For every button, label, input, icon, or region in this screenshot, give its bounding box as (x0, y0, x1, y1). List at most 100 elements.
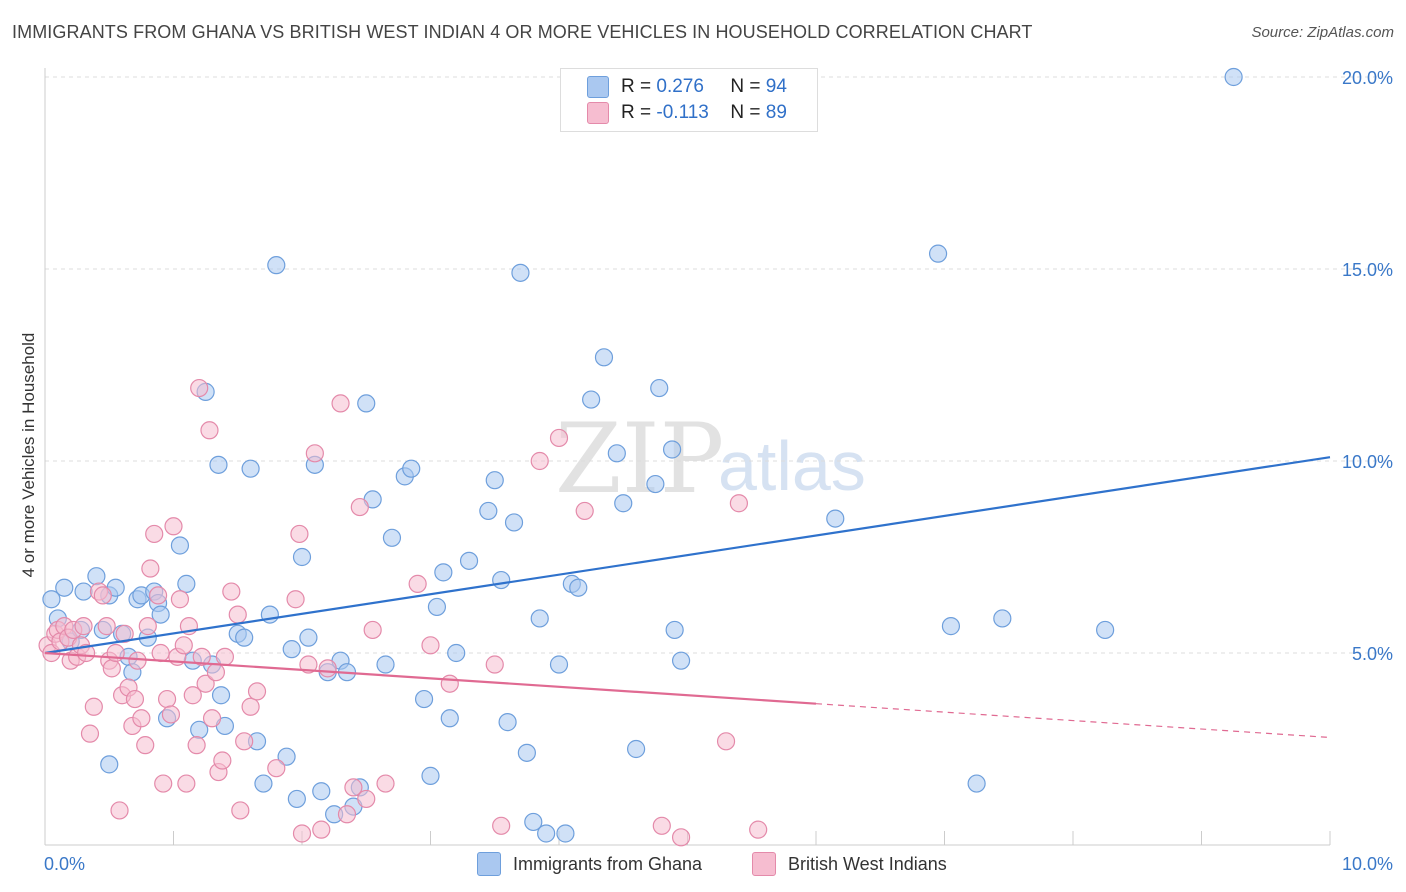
bwi-point (357, 789, 376, 809)
bwi-point (286, 590, 305, 609)
bwi-point (148, 586, 168, 605)
ghana-point (511, 263, 530, 282)
bwi-point (80, 724, 100, 743)
ghana-point (665, 620, 684, 640)
ghana-point (492, 570, 511, 590)
ghana-point (556, 824, 575, 843)
ghana-point (357, 394, 376, 413)
ghana-point (459, 551, 479, 570)
bwi-point (305, 444, 324, 463)
r-label: R = (621, 102, 652, 123)
series-legend: Immigrants from Ghana British West India… (0, 852, 1406, 878)
ghana-trend-line (44, 456, 1331, 655)
bwi-point (337, 805, 357, 824)
chart-source: Source: ZipAtlas.com (1251, 24, 1394, 41)
bwi-point (174, 636, 193, 655)
bwi-point (196, 674, 215, 693)
bwi-point (331, 394, 350, 413)
x-tick-label: 0.0% (44, 854, 85, 874)
bwi-point (213, 751, 232, 770)
bwi-point (231, 801, 250, 820)
ghana-point (376, 655, 395, 674)
ghana-point (177, 574, 196, 593)
ghana-point (211, 686, 231, 705)
bwi-point (299, 655, 318, 674)
bwi-point (77, 643, 96, 663)
ghana-point (382, 528, 402, 547)
ghana-point (267, 256, 286, 275)
bwi-point (749, 820, 768, 839)
stats-legend-row-bwi: R = -0.113 N = 89 (587, 101, 787, 125)
bwi-point (202, 709, 222, 728)
ghana-point (42, 590, 61, 609)
bwi-point (157, 689, 177, 709)
ghana-point (1224, 67, 1243, 87)
watermark-zip: ZIP (555, 403, 724, 515)
legend-label-ghana: Immigrants from Ghana (513, 853, 703, 874)
bwi-point (84, 697, 103, 716)
bwi-point (312, 820, 331, 839)
bwi-point (154, 774, 173, 793)
chart-title: IMMIGRANTS FROM GHANA VS BRITISH WEST IN… (12, 22, 1033, 42)
bwi-point (200, 421, 219, 440)
bwi-point (716, 732, 736, 751)
bwi-point (292, 824, 312, 843)
ghana-point (530, 609, 549, 628)
bwi-point (128, 651, 147, 670)
bwi-point (492, 816, 511, 835)
y-tick-label: 20.0% (1342, 68, 1393, 88)
bwi-point (115, 624, 134, 643)
stats-legend: R = 0.276 N = 94 R = -0.113 N = 89 (560, 68, 818, 132)
bwi-trend-line (44, 651, 817, 705)
ghana-point (170, 536, 190, 555)
ghana-point (299, 628, 318, 647)
ghana-point (537, 824, 556, 843)
ghana-point (607, 444, 626, 463)
ghana-point (928, 244, 948, 263)
ghana-point (498, 713, 517, 732)
bwi-point (344, 778, 363, 797)
bwi-point (421, 636, 440, 655)
bwi-point (671, 828, 691, 847)
y-axis-label: 4 or more Vehicles in Household (19, 332, 38, 578)
ghana-point (967, 774, 986, 793)
bwi-point (215, 647, 234, 666)
ghana-point (100, 755, 119, 774)
bwi-point (485, 655, 504, 674)
bwi-point (145, 524, 164, 544)
bwi-point (350, 497, 369, 517)
bwi-point (170, 590, 190, 609)
bwi-point (228, 605, 247, 624)
ghana-swatch-icon (587, 76, 609, 98)
n-label: N = (730, 76, 761, 97)
bwi-swatch-icon (587, 102, 609, 124)
ghana-point (504, 513, 524, 532)
legend-label-bwi: British West Indians (788, 853, 947, 874)
bwi-point (192, 647, 211, 666)
bwi-point (187, 736, 206, 755)
y-tick-label: 15.0% (1342, 260, 1393, 280)
ghana-point (549, 655, 569, 674)
ghana-point (662, 440, 682, 459)
watermark-atlas: atlas (718, 427, 866, 505)
ghana-point (312, 782, 331, 801)
bwi-point (151, 643, 170, 663)
ghana-point (582, 390, 601, 409)
ghana-point (569, 578, 588, 597)
bwi-point (161, 705, 181, 724)
ghana-point (671, 651, 691, 670)
bwi-point (190, 378, 209, 398)
ghana-point (292, 547, 312, 567)
bwi-point (177, 774, 196, 793)
legend-item-ghana: Immigrants from Ghana (477, 852, 702, 876)
bwi-point (74, 617, 93, 636)
ghana-point (427, 597, 447, 617)
bwi-point (183, 686, 202, 705)
ghana-point (826, 509, 845, 528)
ghana-point (517, 743, 536, 762)
ghana-point (479, 501, 498, 521)
ghana-point (1096, 620, 1115, 640)
r-value: -0.113 (656, 102, 709, 123)
bwi-point (164, 517, 183, 536)
